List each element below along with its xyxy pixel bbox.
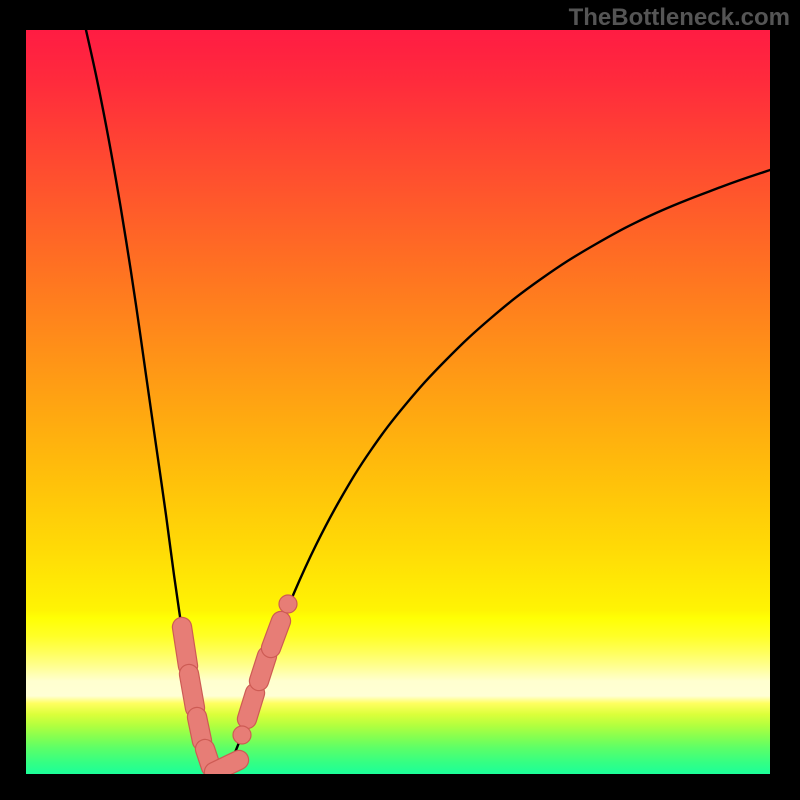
marker-pill-fill — [271, 621, 281, 648]
marker-pill-fill — [247, 693, 255, 719]
marker-pill-fill — [182, 627, 188, 666]
marker-dot — [233, 726, 251, 744]
chart-frame: TheBottleneck.com — [0, 0, 800, 800]
marker-pill-fill — [259, 656, 267, 681]
plot-area — [26, 30, 770, 774]
marker-pill-fill — [189, 674, 195, 708]
marker-dot — [279, 595, 297, 613]
watermark-text: TheBottleneck.com — [569, 4, 790, 32]
marker-pill-fill — [197, 717, 202, 741]
plot-svg — [26, 30, 770, 774]
gradient-background — [26, 30, 770, 774]
marker-pill-fill — [214, 760, 239, 772]
